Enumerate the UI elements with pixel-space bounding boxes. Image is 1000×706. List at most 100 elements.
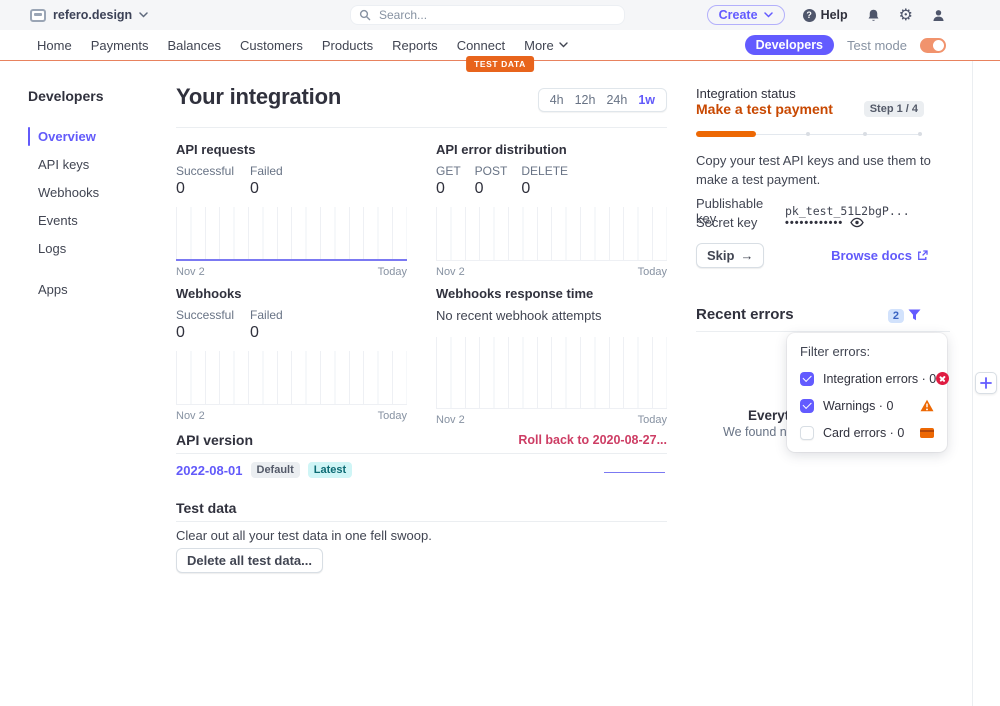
secret-key-row: Secret key ••••••••••••: [696, 215, 864, 230]
sidebar-list: Overview API keys Webhooks Events Logs A…: [28, 126, 148, 300]
checkbox-unchecked-icon[interactable]: [800, 425, 814, 440]
filter-option-label: Warnings · 0: [823, 398, 894, 413]
filter-funnel-icon[interactable]: [908, 309, 921, 321]
nav-item-connect[interactable]: Connect: [456, 37, 506, 53]
help-button[interactable]: ? Help: [802, 8, 848, 22]
workspace-switcher[interactable]: refero.design: [0, 8, 148, 22]
metric-label: GET: [436, 164, 461, 178]
chart-x-labels: Nov 2 Today: [176, 410, 407, 422]
publishable-key-label: Publishable key: [696, 196, 764, 226]
webhooks-module: Webhooks Successful 0 Failed 0 Nov 2 Tod…: [176, 286, 407, 422]
topbar-actions: Create ? Help ⚙: [706, 0, 946, 30]
skip-button[interactable]: Skip →: [696, 243, 765, 268]
nav-item-balances[interactable]: Balances: [167, 37, 221, 53]
sidebar-item-events[interactable]: Events: [38, 213, 78, 228]
sidebar-item-webhooks[interactable]: Webhooks: [38, 185, 100, 200]
filter-popup-label: Filter errors:: [800, 344, 871, 359]
workspace-logo-icon: [30, 8, 46, 22]
sidebar-heading: Developers: [28, 88, 104, 104]
filter-option-integration-errors[interactable]: Integration errors · 0: [800, 371, 950, 386]
nav-item-customers[interactable]: Customers: [239, 37, 303, 53]
workspace-name: refero.design: [53, 8, 133, 22]
sidebar-item-logs[interactable]: Logs: [38, 241, 67, 256]
nav-item-home[interactable]: Home: [37, 37, 72, 53]
recent-errors-divider: [696, 331, 950, 332]
metric-value: 0: [176, 324, 185, 341]
filter-option-label: Card errors · 0: [823, 425, 905, 440]
sidebar-item-overview[interactable]: Overview: [28, 126, 148, 147]
webhooks-response-time-chart: [436, 337, 667, 409]
webhooks-response-time-module: Webhooks response time No recent webhook…: [436, 286, 667, 426]
metric-label: Failed: [250, 164, 283, 178]
metric-value: 0: [250, 324, 259, 341]
create-button[interactable]: Create: [706, 5, 785, 25]
checkbox-checked-icon[interactable]: [800, 398, 814, 413]
title-divider: [176, 127, 667, 128]
range-option-24h[interactable]: 24h: [606, 93, 628, 107]
reveal-secret-eye-icon[interactable]: [850, 217, 864, 228]
test-data-description: Clear out all your test data in one fell…: [176, 528, 432, 543]
metrics: GET 0 POST 0 DELETE 0: [436, 164, 667, 199]
module-title: Webhooks: [176, 286, 242, 301]
nav-item-reports[interactable]: Reports: [392, 37, 438, 53]
range-option-12h[interactable]: 12h: [574, 93, 596, 107]
metric-post: POST 0: [475, 164, 508, 199]
api-error-distribution-module: API error distribution GET 0 POST 0 DELE…: [436, 142, 667, 278]
filter-option-card-errors[interactable]: Card errors · 0: [800, 425, 934, 440]
chevron-down-icon: [139, 12, 148, 18]
browse-docs-link[interactable]: Browse docs: [831, 248, 928, 263]
nav-item-payments[interactable]: Payments: [90, 37, 149, 53]
credit-card-icon: [920, 427, 934, 438]
x-label-end: Today: [637, 266, 667, 278]
metric-value: 0: [521, 180, 531, 197]
settings-gear-icon[interactable]: ⚙: [898, 5, 913, 24]
metric-successful: Successful 0: [176, 164, 234, 199]
metric-value: 0: [474, 180, 484, 197]
sidebar-item-api-keys[interactable]: API keys: [38, 157, 90, 172]
sidebar-item-apps[interactable]: Apps: [38, 282, 68, 297]
test-mode-toggle[interactable]: [920, 37, 946, 53]
metric-label: Failed: [250, 308, 283, 322]
metrics: Successful 0 Failed 0: [176, 164, 407, 199]
developers-pill-button[interactable]: Developers: [744, 35, 835, 55]
add-button[interactable]: [975, 372, 997, 394]
metric-label: Successful: [176, 164, 235, 178]
delete-all-test-data-button[interactable]: Delete all test data...: [176, 548, 323, 573]
search-icon: [359, 9, 371, 21]
module-title: Webhooks response time: [436, 286, 594, 301]
metric-value: 0: [250, 180, 259, 197]
x-label-end: Today: [377, 266, 407, 278]
version-link[interactable]: 2022-08-01: [176, 462, 243, 478]
default-badge: Default: [250, 462, 300, 478]
secret-key-label: Secret key: [696, 215, 758, 230]
rollback-link[interactable]: Roll back to 2020-08-27...: [518, 433, 667, 447]
error-count-badge: 2: [887, 309, 904, 323]
x-label-start: Nov 2: [436, 414, 465, 426]
range-option-1w[interactable]: 1w: [638, 93, 655, 107]
time-range-selector: 4h 12h 24h 1w: [537, 88, 667, 112]
metric-successful: Successful 0: [176, 308, 234, 343]
publishable-key-row: Publishable key pk_test_51L2bgP...: [696, 196, 910, 226]
test-data-section: Test data Clear out all your test data i…: [176, 500, 667, 573]
browse-docs-label: Browse docs: [831, 248, 912, 263]
notifications-bell-icon[interactable]: [866, 8, 881, 23]
profile-avatar-icon[interactable]: [931, 8, 946, 23]
nav-item-products[interactable]: Products: [321, 37, 374, 53]
nav-item-more[interactable]: More: [524, 38, 568, 53]
nav-right: Developers Test mode: [744, 35, 946, 55]
search-input[interactable]: [377, 7, 616, 23]
test-data-title: Test data: [176, 500, 237, 516]
filter-errors-popup: Filter errors: Integration errors · 0 Wa…: [787, 333, 950, 452]
integration-status-heading: Make a test payment: [696, 101, 833, 117]
external-link-icon: [918, 250, 928, 260]
checkbox-checked-icon[interactable]: [800, 371, 814, 386]
section-divider: [176, 521, 667, 522]
publishable-key-value[interactable]: pk_test_51L2bgP...: [785, 204, 910, 218]
metric-delete: DELETE 0: [521, 164, 568, 199]
range-option-4h[interactable]: 4h: [549, 93, 564, 107]
test-data-badge: TEST DATA: [466, 56, 534, 72]
filter-option-warnings[interactable]: Warnings · 0: [800, 398, 934, 413]
search-bar[interactable]: [350, 5, 625, 25]
api-version-title: API version: [176, 432, 254, 448]
chart-x-labels: Nov 2 Today: [436, 266, 667, 278]
